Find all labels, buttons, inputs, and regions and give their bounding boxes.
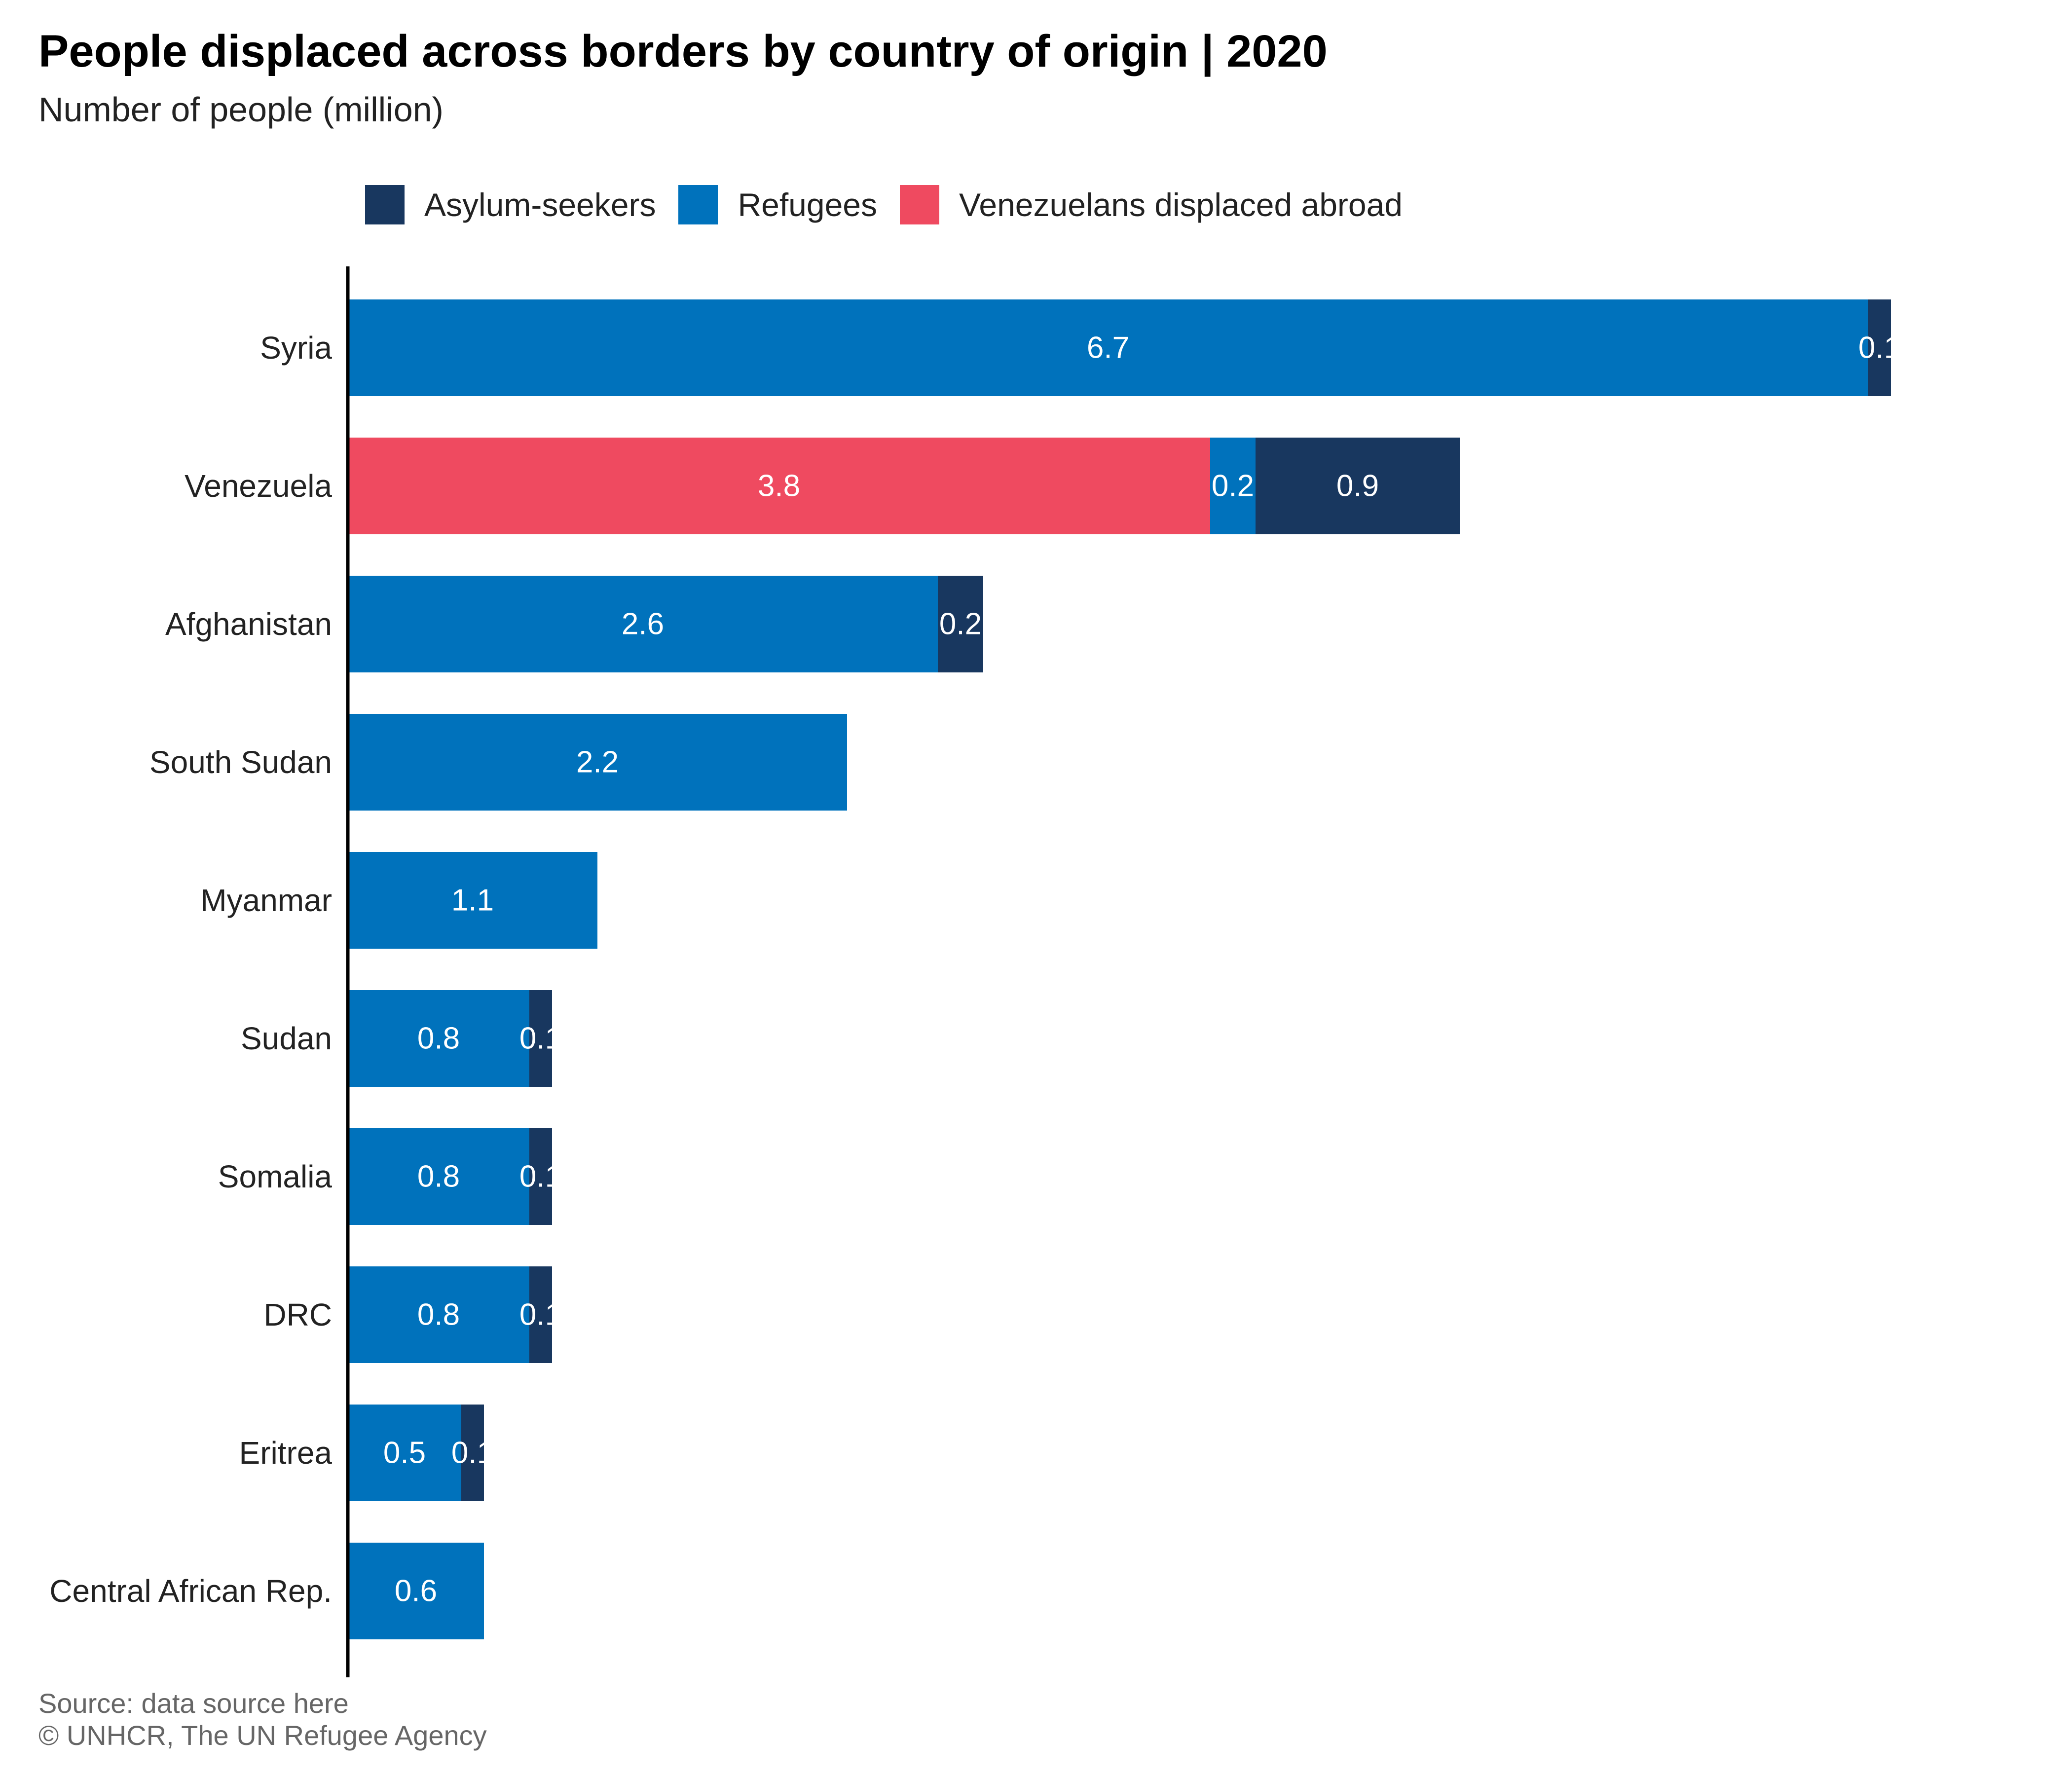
legend-item-venezuelans: Venezuelans displaced abroad bbox=[899, 185, 1403, 224]
copyright-note: © UNHCR, The UN Refugee Agency bbox=[38, 1720, 487, 1751]
bar-venezuela-asylum-seekers bbox=[1256, 438, 1460, 534]
bar-somalia-asylum-seekers bbox=[529, 1128, 552, 1225]
legend-label-venezuelans: Venezuelans displaced abroad bbox=[959, 186, 1403, 223]
chart-title: People displaced across borders by count… bbox=[38, 26, 1328, 76]
data-label-syria-asylum-seekers: 0.1 bbox=[1858, 331, 1901, 365]
data-label-afghanistan-refugees: 2.6 bbox=[622, 607, 664, 641]
data-label-central-african-rep-refugees: 0.6 bbox=[395, 1574, 437, 1608]
data-label-myanmar-refugees: 1.1 bbox=[451, 884, 494, 918]
category-label-somalia: Somalia bbox=[218, 1159, 333, 1194]
data-label-venezuela-asylum-seekers: 0.9 bbox=[1336, 469, 1379, 503]
bar-venezuela-refugees bbox=[1210, 438, 1256, 534]
chart-subtitle: Number of people (million) bbox=[38, 90, 444, 129]
data-label-venezuela-refugees: 0.2 bbox=[1212, 469, 1254, 503]
category-label-sudan: Sudan bbox=[241, 1021, 332, 1056]
bar-syria-refugees bbox=[348, 299, 1868, 396]
legend-swatch-asylum-seekers bbox=[365, 185, 405, 224]
data-label-south-sudan-refugees: 2.2 bbox=[576, 745, 619, 779]
bar-sudan-refugees bbox=[348, 990, 529, 1087]
source-note: Source: data source here bbox=[38, 1688, 349, 1719]
bar-drc-asylum-seekers bbox=[529, 1266, 552, 1363]
category-label-syria: Syria bbox=[260, 330, 332, 366]
data-label-somalia-refugees: 0.8 bbox=[417, 1160, 460, 1194]
category-label-south-sudan: South Sudan bbox=[149, 744, 332, 780]
category-label-eritrea: Eritrea bbox=[239, 1435, 333, 1471]
bar-eritrea-asylum-seekers bbox=[461, 1405, 484, 1501]
legend-item-refugees: Refugees bbox=[678, 185, 877, 224]
data-label-afghanistan-asylum-seekers: 0.2 bbox=[939, 607, 982, 641]
bar-sudan-asylum-seekers bbox=[529, 990, 552, 1087]
category-label-myanmar: Myanmar bbox=[200, 883, 332, 918]
data-label-eritrea-asylum-seekers: 0.1 bbox=[451, 1436, 494, 1470]
bar-south-sudan-refugees bbox=[348, 714, 847, 811]
bar-myanmar-refugees bbox=[348, 852, 597, 949]
category-label-drc: DRC bbox=[263, 1297, 332, 1332]
data-label-drc-asylum-seekers: 0.1 bbox=[519, 1298, 562, 1332]
data-label-sudan-refugees: 0.8 bbox=[417, 1022, 460, 1056]
legend-label-refugees: Refugees bbox=[738, 186, 877, 223]
legend-item-asylum-seekers: Asylum-seekers bbox=[365, 185, 656, 224]
data-label-syria-refugees: 6.7 bbox=[1087, 331, 1129, 365]
data-label-somalia-asylum-seekers: 0.1 bbox=[519, 1160, 562, 1194]
legend-label-asylum-seekers: Asylum-seekers bbox=[424, 186, 656, 223]
bar-somalia-refugees bbox=[348, 1128, 529, 1225]
bar-central-african-rep-refugees bbox=[348, 1543, 484, 1639]
data-label-drc-refugees: 0.8 bbox=[417, 1298, 460, 1332]
bar-afghanistan-asylum-seekers bbox=[938, 576, 983, 672]
category-label-venezuela: Venezuela bbox=[185, 468, 332, 504]
bar-afghanistan-refugees bbox=[348, 576, 938, 672]
chart-legend: Asylum-seekers Refugees Venezuelans disp… bbox=[365, 183, 1425, 227]
data-label-eritrea-refugees: 0.5 bbox=[383, 1436, 426, 1470]
category-label-central-african-rep: Central African Rep. bbox=[49, 1573, 332, 1609]
bar-drc-refugees bbox=[348, 1266, 529, 1363]
legend-swatch-venezuelans bbox=[899, 185, 939, 224]
bar-syria-asylum-seekers bbox=[1868, 299, 1891, 396]
bar-eritrea-refugees bbox=[348, 1405, 461, 1501]
category-label-afghanistan: Afghanistan bbox=[165, 606, 332, 642]
data-label-venezuela-venezuelans-displaced-abroad: 3.8 bbox=[758, 469, 800, 503]
data-label-sudan-asylum-seekers: 0.1 bbox=[519, 1022, 562, 1056]
legend-swatch-refugees bbox=[678, 185, 718, 224]
bar-venezuela-venezuelans-displaced-abroad bbox=[348, 438, 1210, 534]
